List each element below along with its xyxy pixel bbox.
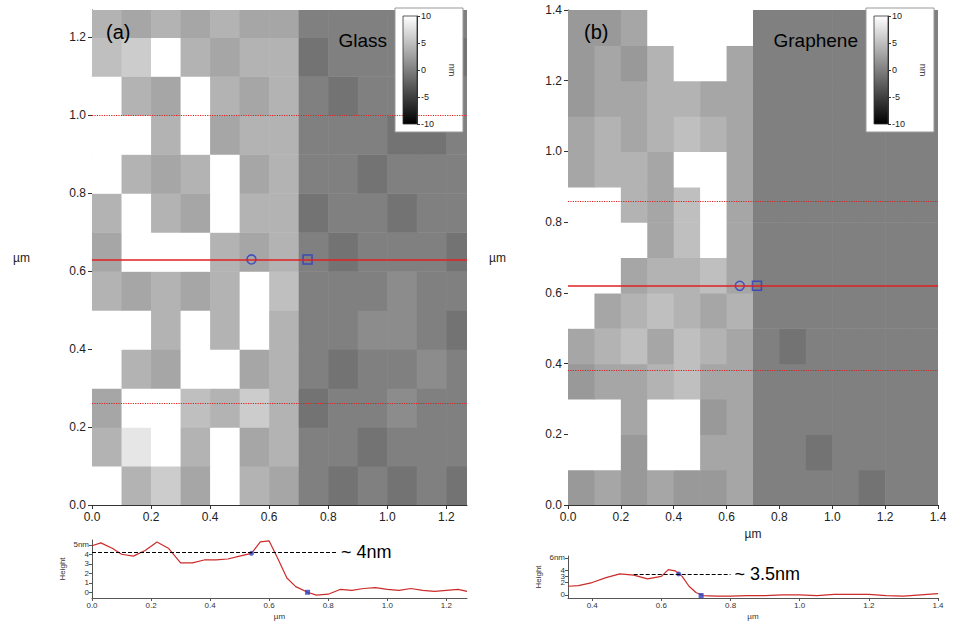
- svg-text:0.8: 0.8: [545, 215, 562, 229]
- svg-text:0.4: 0.4: [545, 357, 562, 371]
- svg-text:1.2: 1.2: [545, 74, 562, 88]
- svg-text:1.2: 1.2: [877, 510, 894, 524]
- svg-text:1.0: 1.0: [69, 108, 86, 122]
- svg-text:(b): (b): [584, 21, 608, 43]
- svg-text:3: 3: [560, 571, 565, 581]
- svg-text:0.0: 0.0: [86, 601, 98, 610]
- svg-text:nm: nm: [447, 64, 457, 77]
- svg-text:0.4: 0.4: [69, 342, 86, 356]
- svg-text:-5: -5: [892, 92, 900, 102]
- svg-text:0.0: 0.0: [560, 510, 577, 524]
- svg-text:4: 4: [85, 550, 90, 559]
- svg-text:1.0: 1.0: [824, 510, 841, 524]
- svg-text:µm: µm: [745, 527, 762, 541]
- svg-text:6nm: 6nm: [549, 553, 565, 562]
- svg-text:0.6: 0.6: [656, 601, 668, 610]
- svg-text:-5: -5: [421, 92, 429, 102]
- svg-text:0: 0: [421, 65, 426, 75]
- svg-text:1.2: 1.2: [69, 30, 86, 44]
- svg-text:0.4: 0.4: [587, 601, 599, 610]
- svg-text:1.4: 1.4: [545, 3, 562, 17]
- svg-text:µm: µm: [489, 251, 506, 265]
- svg-text:0: 0: [561, 590, 566, 599]
- svg-text:0.2: 0.2: [613, 510, 630, 524]
- svg-text:1: 1: [85, 578, 90, 587]
- svg-text:1.2: 1.2: [863, 601, 875, 610]
- svg-text:-10: -10: [892, 119, 905, 129]
- svg-text:0.8: 0.8: [725, 601, 737, 610]
- svg-text:4: 4: [561, 566, 566, 575]
- svg-text:0.8: 0.8: [69, 186, 86, 200]
- svg-text:1.2: 1.2: [438, 510, 455, 524]
- svg-text:(a): (a): [106, 21, 130, 43]
- svg-text:0: 0: [892, 65, 897, 75]
- svg-text:0.6: 0.6: [69, 264, 86, 278]
- svg-text:1.4: 1.4: [932, 601, 944, 610]
- svg-text:1.2: 1.2: [441, 601, 453, 610]
- svg-text:0.2: 0.2: [143, 510, 160, 524]
- svg-text:Glass: Glass: [338, 30, 387, 51]
- svg-text:nm: nm: [918, 64, 928, 77]
- svg-text:µm: µm: [747, 612, 759, 621]
- svg-text:0.4: 0.4: [665, 510, 682, 524]
- svg-text:-10: -10: [421, 119, 434, 129]
- svg-text:0.8: 0.8: [323, 601, 335, 610]
- svg-text:10: 10: [892, 11, 902, 21]
- svg-text:Height: Height: [58, 557, 67, 581]
- svg-text:0.4: 0.4: [205, 601, 217, 610]
- svg-text:1.4: 1.4: [930, 510, 947, 524]
- svg-text:0.0: 0.0: [84, 510, 101, 524]
- svg-text:0.0: 0.0: [69, 498, 86, 512]
- svg-text:5: 5: [892, 38, 897, 48]
- svg-text:1.0: 1.0: [382, 601, 394, 610]
- svg-text:1.0: 1.0: [545, 144, 562, 158]
- svg-text:2: 2: [85, 569, 90, 578]
- svg-text:~ 4nm: ~ 4nm: [341, 542, 392, 562]
- svg-text:0.6: 0.6: [718, 510, 735, 524]
- svg-text:0: 0: [85, 588, 90, 597]
- svg-text:0.6: 0.6: [264, 601, 276, 610]
- svg-text:0.8: 0.8: [771, 510, 788, 524]
- svg-text:3: 3: [85, 559, 90, 568]
- svg-text:~ 3.5nm: ~ 3.5nm: [735, 564, 801, 584]
- svg-text:µm: µm: [13, 251, 30, 265]
- svg-text:10: 10: [421, 11, 431, 21]
- svg-text:0.2: 0.2: [145, 601, 157, 610]
- svg-text:µm: µm: [274, 612, 286, 621]
- svg-text:Height: Height: [534, 565, 543, 589]
- svg-text:0.0: 0.0: [545, 498, 562, 512]
- svg-text:0.6: 0.6: [545, 286, 562, 300]
- svg-text:0.4: 0.4: [202, 510, 219, 524]
- svg-text:Graphene: Graphene: [773, 30, 858, 51]
- svg-text:0.8: 0.8: [320, 510, 337, 524]
- svg-text:0.2: 0.2: [69, 420, 86, 434]
- svg-text:0.2: 0.2: [545, 427, 562, 441]
- svg-text:2: 2: [560, 578, 565, 588]
- svg-text:5nm: 5nm: [73, 540, 89, 549]
- svg-text:5: 5: [421, 38, 426, 48]
- svg-text:1.0: 1.0: [379, 510, 396, 524]
- svg-text:0.6: 0.6: [261, 510, 278, 524]
- svg-text:1.0: 1.0: [794, 601, 806, 610]
